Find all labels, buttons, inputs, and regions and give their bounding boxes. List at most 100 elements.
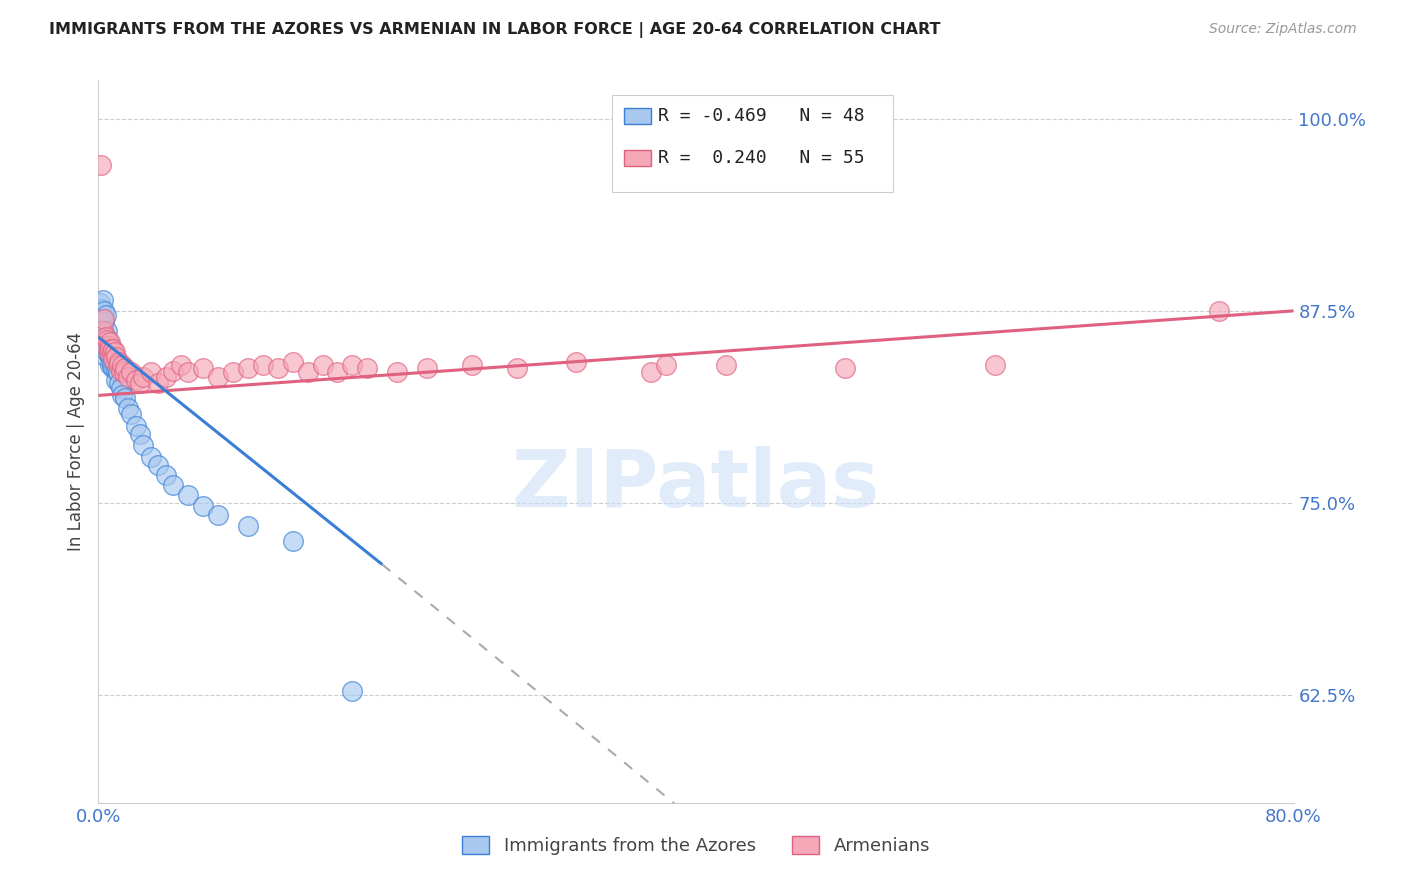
- Point: [714, 358, 737, 372]
- Point: [281, 534, 304, 549]
- Point: [108, 354, 131, 368]
- Point: [94, 330, 117, 344]
- Point: [94, 339, 117, 353]
- Point: [565, 354, 588, 368]
- Point: [112, 365, 135, 379]
- Point: [90, 158, 112, 172]
- Point: [111, 358, 134, 372]
- Point: [155, 370, 177, 384]
- Point: [281, 354, 304, 368]
- Point: [96, 333, 118, 347]
- FancyBboxPatch shape: [613, 95, 893, 193]
- Point: [104, 345, 127, 359]
- Point: [834, 360, 856, 375]
- Point: [103, 343, 125, 357]
- Bar: [624, 109, 651, 124]
- Point: [207, 508, 229, 523]
- Y-axis label: In Labor Force | Age 20-64: In Labor Force | Age 20-64: [66, 332, 84, 551]
- Point: [129, 426, 152, 441]
- Point: [139, 365, 162, 379]
- Point: [125, 419, 148, 434]
- Point: [94, 330, 117, 344]
- Point: [103, 351, 125, 366]
- Point: [120, 407, 142, 421]
- Point: [132, 370, 155, 384]
- Point: [191, 499, 214, 513]
- Point: [111, 388, 134, 402]
- Text: Source: ZipAtlas.com: Source: ZipAtlas.com: [1209, 22, 1357, 37]
- Point: [311, 358, 333, 372]
- Point: [98, 350, 122, 364]
- Point: [155, 468, 177, 483]
- Point: [94, 350, 117, 364]
- Point: [97, 334, 120, 349]
- Point: [1208, 304, 1230, 318]
- Text: ZIPatlas: ZIPatlas: [512, 446, 880, 524]
- Point: [103, 360, 125, 375]
- Point: [98, 358, 122, 372]
- Point: [93, 304, 115, 318]
- Point: [169, 358, 191, 372]
- Point: [98, 334, 122, 349]
- Point: [117, 401, 139, 415]
- Point: [105, 364, 128, 378]
- Legend: Immigrants from the Azores, Armenians: Immigrants from the Azores, Armenians: [456, 829, 936, 863]
- Point: [103, 350, 125, 364]
- Point: [342, 683, 364, 698]
- Point: [162, 477, 184, 491]
- Point: [148, 458, 170, 472]
- Point: [110, 381, 132, 395]
- Point: [326, 365, 349, 379]
- Point: [177, 488, 200, 502]
- Point: [93, 315, 115, 329]
- Text: IMMIGRANTS FROM THE AZORES VS ARMENIAN IN LABOR FORCE | AGE 20-64 CORRELATION CH: IMMIGRANTS FROM THE AZORES VS ARMENIAN I…: [49, 22, 941, 38]
- Point: [342, 358, 364, 372]
- Point: [90, 319, 112, 334]
- Point: [506, 360, 529, 375]
- Point: [101, 345, 124, 359]
- Point: [114, 392, 136, 406]
- Point: [96, 334, 118, 349]
- Point: [91, 293, 114, 307]
- Point: [984, 358, 1007, 372]
- Point: [91, 324, 114, 338]
- Point: [125, 373, 148, 387]
- Point: [98, 343, 122, 357]
- Point: [117, 370, 139, 384]
- Point: [177, 365, 200, 379]
- Point: [655, 358, 678, 372]
- Text: R =  0.240   N = 55: R = 0.240 N = 55: [658, 149, 865, 168]
- Point: [91, 311, 114, 326]
- Point: [91, 330, 114, 344]
- Point: [104, 358, 127, 372]
- Point: [132, 437, 155, 451]
- Point: [98, 339, 122, 353]
- Point: [207, 370, 229, 384]
- Point: [120, 365, 142, 379]
- Point: [108, 376, 131, 391]
- Point: [96, 345, 118, 359]
- Point: [114, 360, 136, 375]
- Point: [94, 309, 117, 323]
- Point: [107, 358, 129, 372]
- Point: [89, 296, 111, 310]
- Point: [356, 360, 378, 375]
- Point: [162, 364, 184, 378]
- Point: [101, 345, 124, 359]
- Point: [96, 324, 118, 338]
- Point: [101, 358, 124, 372]
- Point: [93, 311, 115, 326]
- Point: [94, 339, 117, 353]
- Point: [191, 360, 214, 375]
- Point: [105, 373, 128, 387]
- Point: [93, 326, 115, 341]
- Point: [90, 302, 112, 317]
- Text: R = -0.469   N = 48: R = -0.469 N = 48: [658, 107, 865, 126]
- Point: [110, 364, 132, 378]
- Point: [236, 360, 259, 375]
- Point: [139, 450, 162, 464]
- Point: [416, 360, 439, 375]
- Point: [105, 350, 128, 364]
- Point: [148, 376, 170, 391]
- Point: [252, 358, 274, 372]
